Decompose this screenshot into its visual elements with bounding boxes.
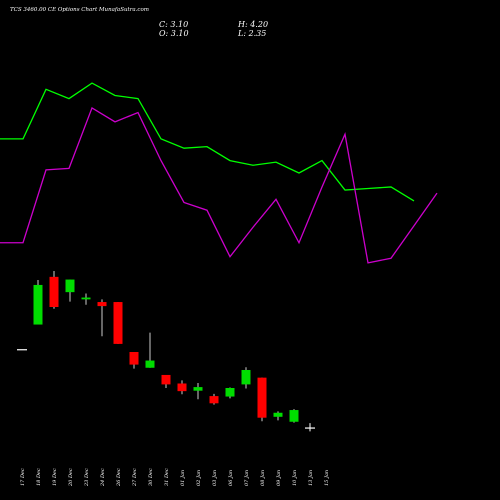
- chart-title: TCS 3460.00 CE Options Chart MunafaSutra…: [10, 7, 149, 13]
- candle: [81, 293, 91, 305]
- candle: [305, 423, 315, 432]
- candle: [241, 367, 251, 389]
- candle-body: [65, 279, 75, 293]
- candle-body: [161, 374, 171, 385]
- indicator-line-2: [0, 106, 438, 264]
- x-tick-label: 17 Dec: [20, 468, 26, 486]
- x-tick-label: 24 Dec: [100, 468, 106, 487]
- candle: [177, 380, 187, 395]
- candle: [289, 409, 299, 423]
- candle-body: [177, 383, 187, 392]
- candle: [161, 374, 171, 388]
- x-tick-label: 15 Jan: [324, 470, 330, 486]
- candle-body: [97, 302, 107, 307]
- candle-body: [81, 297, 91, 300]
- x-tick-label: 10 Jan: [292, 470, 298, 486]
- x-tick-label: 18 Dec: [36, 468, 42, 486]
- candle-body: [241, 370, 251, 385]
- candle: [257, 377, 267, 422]
- x-tick-label: 23 Dec: [84, 468, 90, 487]
- x-tick-label: 26 Dec: [116, 468, 122, 487]
- candle-body: [33, 284, 43, 325]
- x-tick-label: 03 Jan: [212, 470, 218, 486]
- x-tick-label: 09 Jan: [276, 470, 282, 486]
- x-tick-label: 27 Dec: [132, 468, 138, 487]
- candle-body: [49, 276, 59, 307]
- candle: [145, 332, 155, 368]
- close-label: C: 3.10: [159, 20, 189, 29]
- candle-body: [113, 302, 123, 344]
- candle: [193, 383, 203, 400]
- x-tick-label: 30 Dec: [148, 468, 154, 486]
- low-label: L: 2.35: [238, 29, 267, 38]
- candle: [273, 411, 283, 421]
- x-tick-label: 06 Jan: [228, 470, 234, 486]
- candle-body: [273, 412, 283, 417]
- candle-body: [225, 388, 235, 397]
- x-tick-label: 31 Dec: [164, 468, 170, 486]
- x-tick-label: 07 Jan: [244, 470, 250, 486]
- candle: [129, 352, 139, 369]
- open-label: O: 3.10: [159, 29, 189, 38]
- indicator-line-1: [0, 82, 415, 202]
- x-tick-label: 02 Jan: [196, 470, 202, 486]
- candle: [209, 393, 219, 405]
- candle-body: [257, 377, 267, 418]
- high-label: H: 4.20: [238, 20, 269, 29]
- candle: [97, 299, 107, 337]
- x-tick-label: 19 Dec: [52, 468, 58, 486]
- candle-body: [209, 396, 219, 404]
- candle-body: [289, 410, 299, 422]
- candle: [33, 280, 43, 325]
- x-tick-label: 13 Jan: [308, 470, 314, 486]
- candle: [225, 387, 235, 399]
- candle: [65, 279, 75, 302]
- candle-body: [193, 387, 203, 391]
- x-tick-label: 20 Dec: [68, 468, 74, 487]
- candle: [49, 271, 59, 309]
- candle: [113, 302, 123, 344]
- x-tick-label: 08 Jan: [260, 470, 266, 486]
- candle-body: [129, 352, 139, 365]
- candle-body: [145, 360, 155, 368]
- x-tick-label: 01 Jan: [180, 470, 186, 486]
